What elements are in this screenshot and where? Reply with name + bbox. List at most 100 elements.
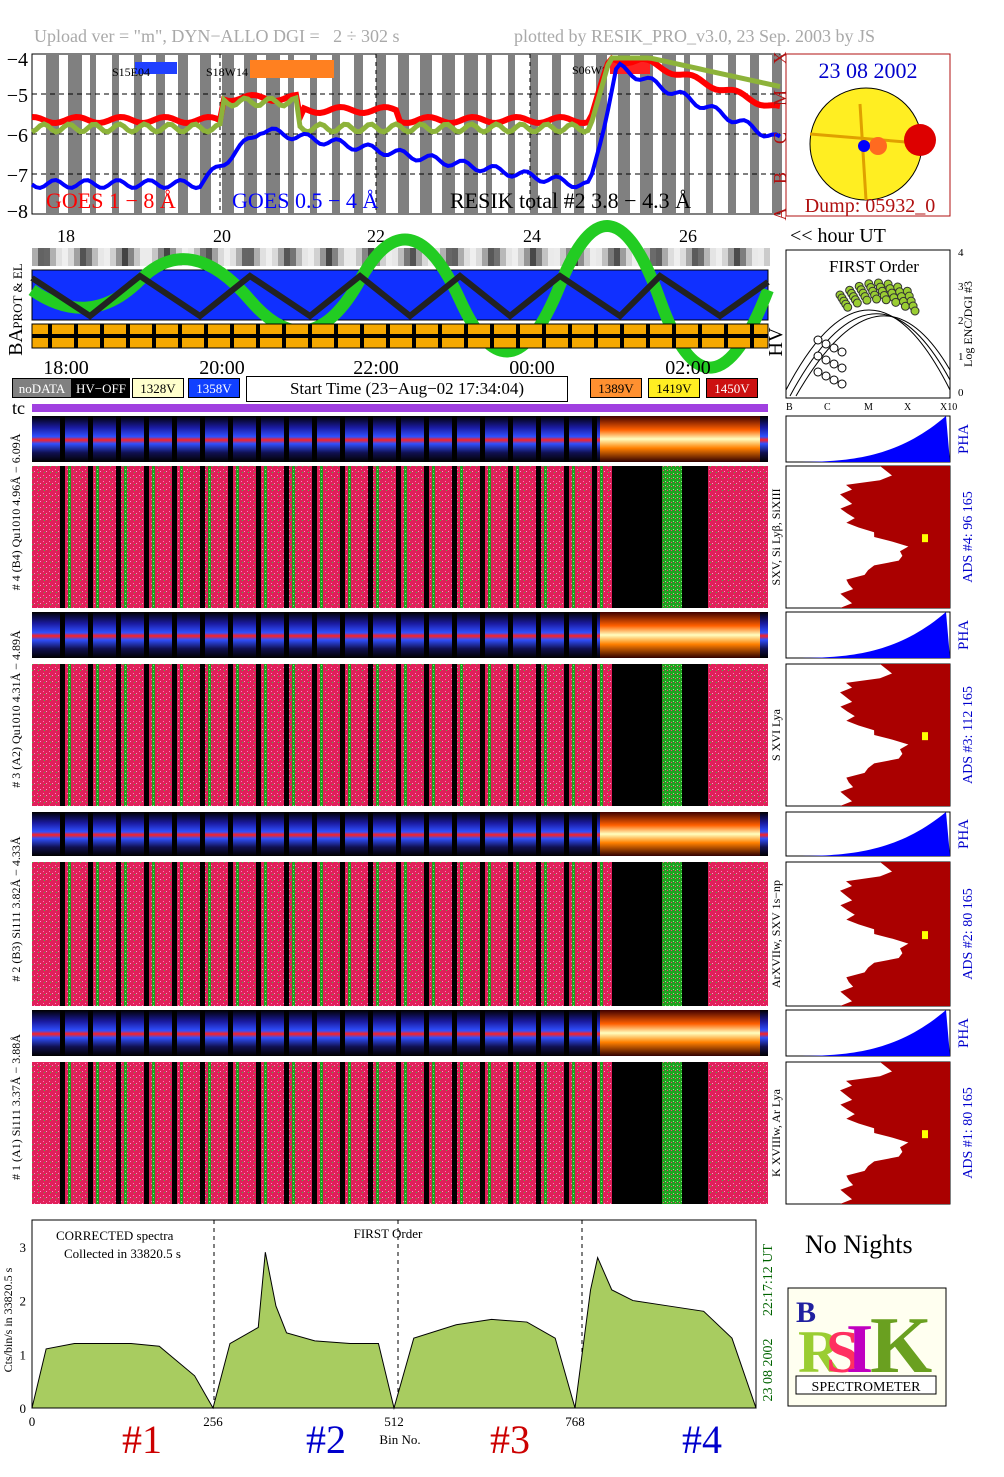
spec-stripe [180,1062,183,1204]
ba-gap [100,324,104,348]
ba-gap [334,324,338,348]
spec-gap [228,664,233,806]
gray-strip-cell [524,248,530,266]
bin-label-1: #1 [122,1417,162,1462]
gray-strip-cell [650,248,656,266]
spectrum-title-center: FIRST Order [354,1226,423,1241]
ads-histogram [786,1062,950,1204]
pha-gap [368,1010,373,1056]
ba-gap [620,324,624,348]
spec-gap [200,664,205,806]
pha-gap [88,416,93,462]
flare-marker [869,137,887,155]
pha-gap [312,812,317,856]
channel-3: # 3 (A2) Qu1010 4.31Å − 4.89Å PHA ADS #3: … [9,611,976,807]
pha-label: PHA [956,424,972,454]
gray-strip-cell [290,248,296,266]
bin-label-2: #2 [306,1417,346,1462]
spec-stripe [376,862,379,1006]
v1358-button[interactable]: 1358V [188,378,240,398]
spec-gap [368,1062,373,1204]
v1419-button[interactable]: 1419V [648,378,700,398]
spec-stripe [572,664,575,806]
data-gap-stripe [728,55,736,213]
spec-gap [368,862,373,1006]
channel-1: # 1 (A1) Si111 3.37Å − 3.88Å PHA ADS #1: 8… [9,1009,976,1205]
pha-gap [284,612,289,658]
pha-gap [172,812,177,856]
fo-xtick-c: C [824,402,831,413]
gray-strip-cell [152,248,158,266]
time-tick-1: 18:00 [43,357,89,379]
data-gap-stripe [486,55,492,213]
spec-gap [452,862,457,1006]
spec-flare-gap [612,466,708,608]
spec-gap [200,862,205,1006]
pha-gap [592,612,597,658]
goes-ytick-1: −4 [7,49,28,71]
time-tick-3: 22:00 [353,357,399,379]
gray-strip-cell [554,248,560,266]
pha-gap [508,416,513,462]
first-order-point [872,294,882,304]
gray-strip-cell [506,248,512,266]
ads-histogram [786,664,950,806]
spec-stripe [264,664,267,806]
ba-gap [568,324,572,348]
pha-gap [564,416,569,462]
pha-gap [172,612,177,658]
pha-label: PHA [956,620,972,650]
gray-strip-cell [296,248,302,266]
channel-label: # 2 (B3) Si111 3.82Å − 4.33Å [9,836,23,982]
pha-gap [116,416,121,462]
legend-goes1: GOES 1 − 8 Å [46,188,176,213]
pha-gap [88,812,93,856]
ba-gap [594,324,598,348]
pha-gap [116,1010,121,1056]
spec-stripe [404,466,407,608]
spec-gap [144,862,149,1006]
pha-gap [256,812,261,856]
spec-gap [592,466,597,608]
pha-gap [452,812,457,856]
spectrum-xlabel: Bin No. [379,1432,420,1447]
pha-gap [228,612,233,658]
v1450-button[interactable]: 1450V [706,378,758,398]
pha-gap [144,812,149,856]
spec-gap [88,862,93,1006]
goes-ytick-4: −7 [7,165,28,187]
spec-stripe [460,862,463,1006]
gray-strip-cell [464,248,470,266]
v1389-button[interactable]: 1389V [590,378,642,398]
spec-gap [284,664,289,806]
gray-strip-cell [308,248,314,266]
gray-strip-cell [758,248,764,266]
first-order-point-open [813,351,823,361]
gray-strip-cell [740,248,746,266]
ba-gap [698,324,702,348]
pha-gap [312,416,317,462]
no-nights-label: No Nights [805,1230,913,1259]
spec-stripe [432,1062,435,1204]
goes-panel: S15E04 S18W14 S06W8 −4 −5 −6 −7 −8 X M C… [7,49,790,223]
spectrum-xtick: 0 [29,1414,36,1429]
hv-off-button[interactable]: HV−OFF [72,378,130,398]
ba-gap [516,324,520,348]
spec-gap [312,862,317,1006]
line-label: ArXVIIw, SXV 1s−np [769,880,783,988]
nodata-button[interactable]: noDATA [12,378,72,398]
pha-gap [228,1010,233,1056]
gray-strip-cell [122,248,128,266]
fo-ytick-0: 0 [958,387,964,399]
pha-gap [452,612,457,658]
ads-histogram [786,466,950,608]
spec-gap [564,466,569,608]
spectrum-series [31,1252,757,1410]
v1328-button[interactable]: 1328V [132,378,184,398]
pha-gap [256,612,261,658]
spec-gap [228,1062,233,1204]
hour-tick-20: 20 [213,226,231,246]
first-order-point-open [829,359,839,369]
pha-gap [256,416,261,462]
gray-strip-cell [38,248,44,266]
